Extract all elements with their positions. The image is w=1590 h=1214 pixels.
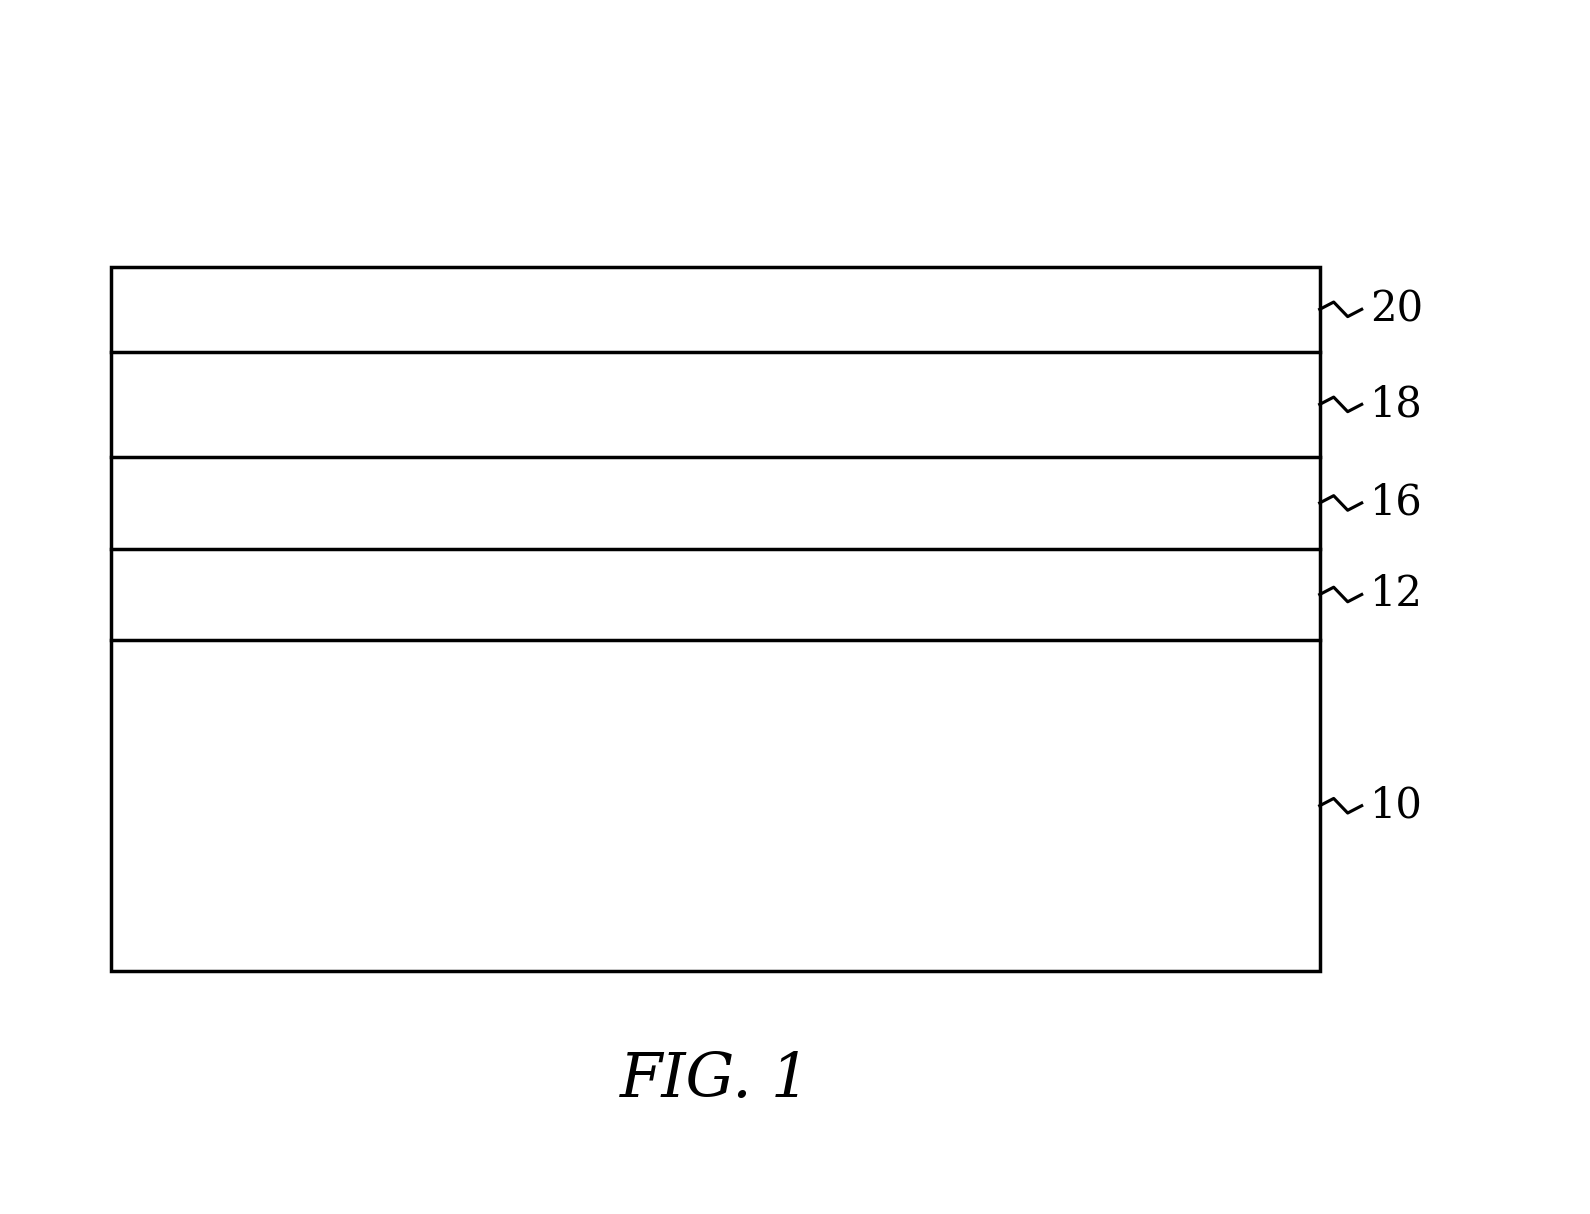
Text: 18: 18: [1369, 384, 1423, 425]
Bar: [111, 267, 1320, 971]
Text: 12: 12: [1369, 573, 1423, 615]
Text: 20: 20: [1369, 289, 1423, 330]
Text: FIG. 1: FIG. 1: [620, 1050, 811, 1111]
Text: 16: 16: [1369, 482, 1423, 524]
Text: 10: 10: [1369, 784, 1423, 827]
